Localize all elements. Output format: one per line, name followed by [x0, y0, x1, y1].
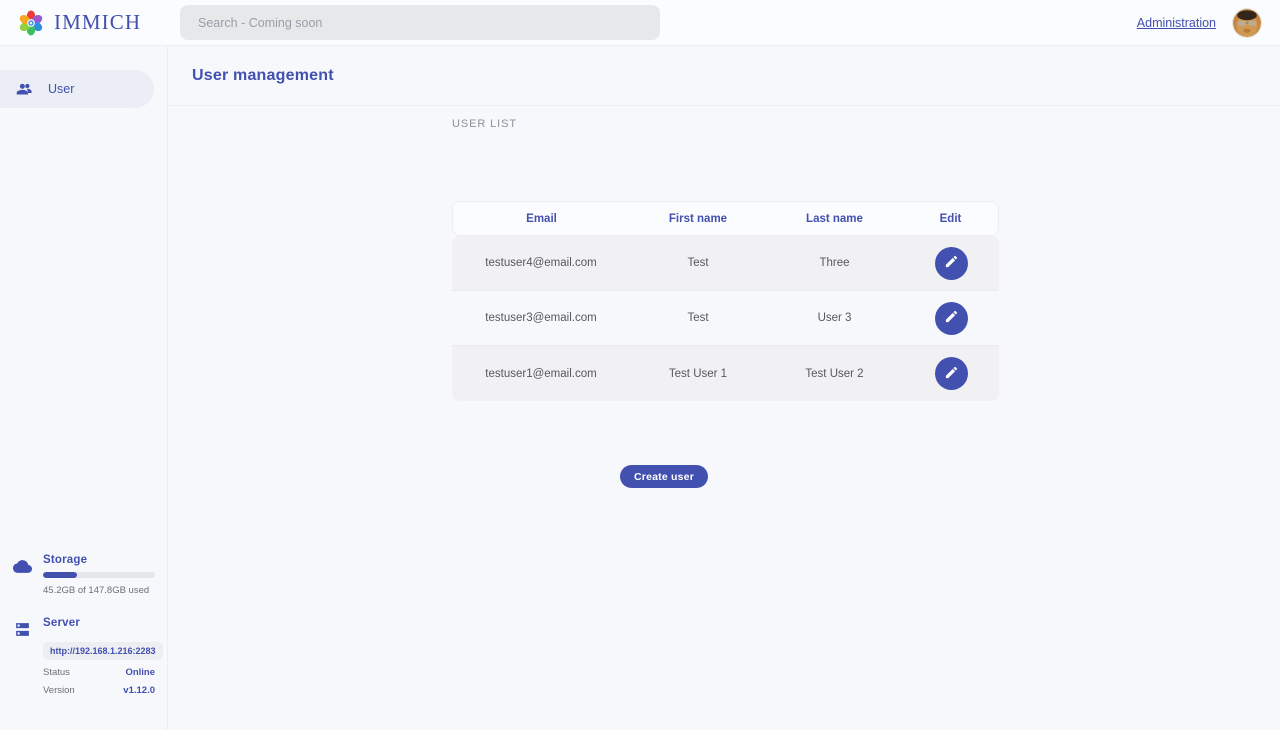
server-version-value: v1.12.0 — [123, 685, 155, 696]
page-header: User management — [168, 46, 1280, 106]
cell-last-name: Three — [766, 236, 903, 291]
server-title: Server — [43, 617, 81, 629]
cell-email: testuser3@email.com — [452, 291, 630, 346]
column-header-edit: Edit — [903, 201, 999, 236]
main-content: User management USER LIST Email First na… — [168, 46, 1280, 730]
server-status-row: Status Online — [43, 667, 155, 678]
brand-name: IMMICH — [54, 10, 142, 34]
administration-link[interactable]: Administration — [1136, 16, 1216, 30]
server-status: Server http://192.168.1.216:2283 Status … — [0, 617, 168, 696]
cell-last-name: Test User 2 — [766, 346, 903, 401]
edit-user-button[interactable] — [934, 246, 968, 280]
cloud-icon — [12, 556, 32, 576]
cell-edit — [903, 346, 999, 401]
server-status-value: Online — [125, 667, 155, 678]
search-input[interactable] — [180, 5, 660, 40]
pencil-icon — [944, 309, 959, 327]
table-body: testuser4@email.com Test Three — [452, 236, 999, 401]
column-header-email: Email — [452, 201, 630, 236]
cell-email: testuser4@email.com — [452, 236, 630, 291]
cell-email: testuser1@email.com — [452, 346, 630, 401]
server-version-row: Version v1.12.0 — [43, 685, 155, 696]
table-row[interactable]: testuser4@email.com Test Three — [452, 236, 999, 291]
avatar[interactable] — [1232, 8, 1262, 38]
server-version-key: Version — [43, 685, 75, 696]
immich-aperture-logo-icon — [17, 9, 45, 37]
pencil-icon — [944, 254, 959, 272]
server-status-key: Status — [43, 667, 70, 678]
storage-title: Storage — [43, 554, 88, 566]
cell-first-name: Test — [630, 291, 766, 346]
table-header-row: Email First name Last name Edit — [452, 201, 999, 236]
column-header-first-name: First name — [630, 201, 766, 236]
cell-edit — [903, 236, 999, 291]
user-list-section-label: USER LIST — [452, 118, 517, 130]
user-list-table: Email First name Last name Edit testuser… — [452, 201, 999, 401]
sidebar-item-label: User — [48, 82, 75, 96]
sidebar: User Storage 45.2GB of 147.8GB used Serv… — [0, 46, 168, 730]
storage-status: Storage 45.2GB of 147.8GB used — [0, 554, 168, 596]
column-header-last-name: Last name — [766, 201, 903, 236]
page-title: User management — [192, 66, 334, 84]
pencil-icon — [944, 365, 959, 383]
cell-first-name: Test User 1 — [630, 346, 766, 401]
account-multiple-icon — [14, 79, 34, 99]
create-user-button[interactable]: Create user — [620, 465, 708, 488]
cell-last-name: User 3 — [766, 291, 903, 346]
storage-progress-fill — [43, 572, 78, 578]
table-header: Email First name Last name Edit — [452, 201, 999, 236]
sidebar-item-user[interactable]: User — [0, 70, 154, 108]
navbar-right-group: Administration — [1137, 0, 1262, 46]
table-row[interactable]: testuser3@email.com Test User 3 — [452, 291, 999, 346]
storage-progress-bar — [43, 572, 155, 578]
cell-edit — [903, 291, 999, 346]
server-url-badge[interactable]: http://192.168.1.216:2283 — [43, 642, 163, 660]
storage-usage-label: 45.2GB of 147.8GB used — [43, 585, 150, 596]
top-navbar: IMMICH Administration — [0, 0, 1280, 46]
edit-user-button[interactable] — [934, 357, 968, 390]
table-row[interactable]: testuser1@email.com Test User 1 Test Use… — [452, 346, 999, 401]
cell-first-name: Test — [630, 236, 766, 291]
edit-user-button[interactable] — [934, 301, 968, 335]
server-rack-icon — [12, 619, 32, 639]
brand[interactable]: IMMICH — [17, 0, 141, 46]
